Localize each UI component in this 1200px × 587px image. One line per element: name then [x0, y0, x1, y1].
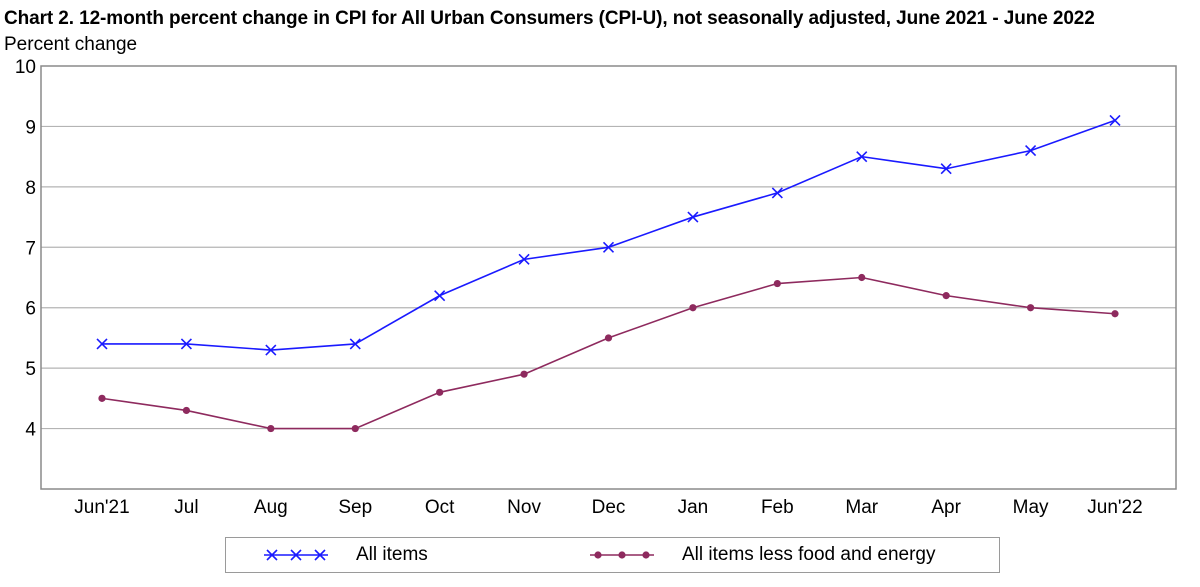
- series-line-0: [102, 119, 1116, 351]
- data-point: [602, 241, 615, 253]
- data-point: [180, 338, 192, 350]
- legend-marker: [314, 549, 326, 561]
- plot-area-frame: [40, 65, 1177, 490]
- data-point: [520, 370, 528, 378]
- y-tick-label: 5: [25, 359, 36, 380]
- legend-marker: [594, 551, 602, 559]
- data-point: [265, 344, 277, 356]
- data-point: [1111, 310, 1119, 318]
- data-point: [1025, 145, 1037, 157]
- data-point: [98, 394, 106, 402]
- data-point: [940, 163, 952, 175]
- data-point: [773, 279, 781, 288]
- data-point: [351, 424, 359, 433]
- legend-marker: [290, 549, 302, 561]
- x-tick-label: Jan: [678, 497, 709, 518]
- legend-marker: [266, 549, 278, 561]
- data-point: [771, 187, 783, 199]
- data-point: [604, 334, 613, 342]
- gridlines: [41, 125, 1176, 430]
- x-tick-label: Nov: [507, 497, 541, 518]
- x-tick-label: Jul: [174, 497, 198, 518]
- y-tick-label: 4: [25, 420, 36, 441]
- x-tick-label: Mar: [845, 497, 878, 518]
- data-point: [436, 388, 444, 396]
- y-tick-label: 8: [25, 178, 36, 199]
- legend-swatch-x-marker-icon: [264, 549, 328, 561]
- x-tick-label: Feb: [761, 497, 794, 518]
- x-tick-label: Sep: [338, 497, 372, 518]
- y-axis-ticks: 4 5 6 7 8 9 10: [15, 57, 37, 441]
- data-point: [349, 338, 361, 350]
- data-point: [182, 406, 191, 415]
- x-tick-label: Apr: [931, 497, 961, 518]
- legend-entry-core: All items less food and energy: [588, 538, 935, 572]
- data-point: [1026, 304, 1035, 312]
- data-point: [267, 424, 275, 433]
- y-axis-title: Percent change: [4, 34, 138, 55]
- chart-title: Chart 2. 12-month percent change in CPI …: [4, 8, 1095, 29]
- y-tick-label: 6: [25, 299, 36, 320]
- data-point: [689, 304, 697, 312]
- legend-label-core: All items less food and energy: [682, 544, 936, 565]
- legend: All items All items less food and energy: [225, 537, 1000, 573]
- data-point: [942, 292, 950, 300]
- x-tick-label: Jun'21: [74, 497, 129, 518]
- data-point: [434, 290, 446, 302]
- x-axis-ticks: Jun'21 Jul Aug Sep Oct Nov Dec Jan Feb Mar Apr May J…: [74, 497, 1142, 518]
- data-point: [96, 338, 108, 350]
- y-tick-label: 7: [25, 238, 36, 259]
- legend-entry-all-items: All items: [262, 538, 428, 572]
- series-line-1: [101, 276, 1116, 430]
- x-tick-label: Jun'22: [1087, 497, 1142, 518]
- legend-marker: [618, 551, 626, 559]
- data-point: [518, 253, 530, 265]
- data-point: [687, 211, 699, 223]
- legend-swatch-circle-marker-icon: [590, 551, 654, 559]
- x-tick-label: Oct: [425, 497, 455, 518]
- legend-label-all-items: All items: [356, 544, 428, 565]
- x-tick-label: Dec: [592, 497, 626, 518]
- y-tick-label: 9: [25, 117, 36, 138]
- x-tick-label: May: [1013, 497, 1049, 518]
- legend-marker: [642, 551, 650, 559]
- data-point: [856, 151, 868, 163]
- x-tick-label: Aug: [254, 497, 288, 518]
- y-tick-label: 10: [15, 57, 36, 78]
- data-point: [1109, 114, 1121, 126]
- data-point: [858, 273, 866, 282]
- series-group: [96, 114, 1121, 433]
